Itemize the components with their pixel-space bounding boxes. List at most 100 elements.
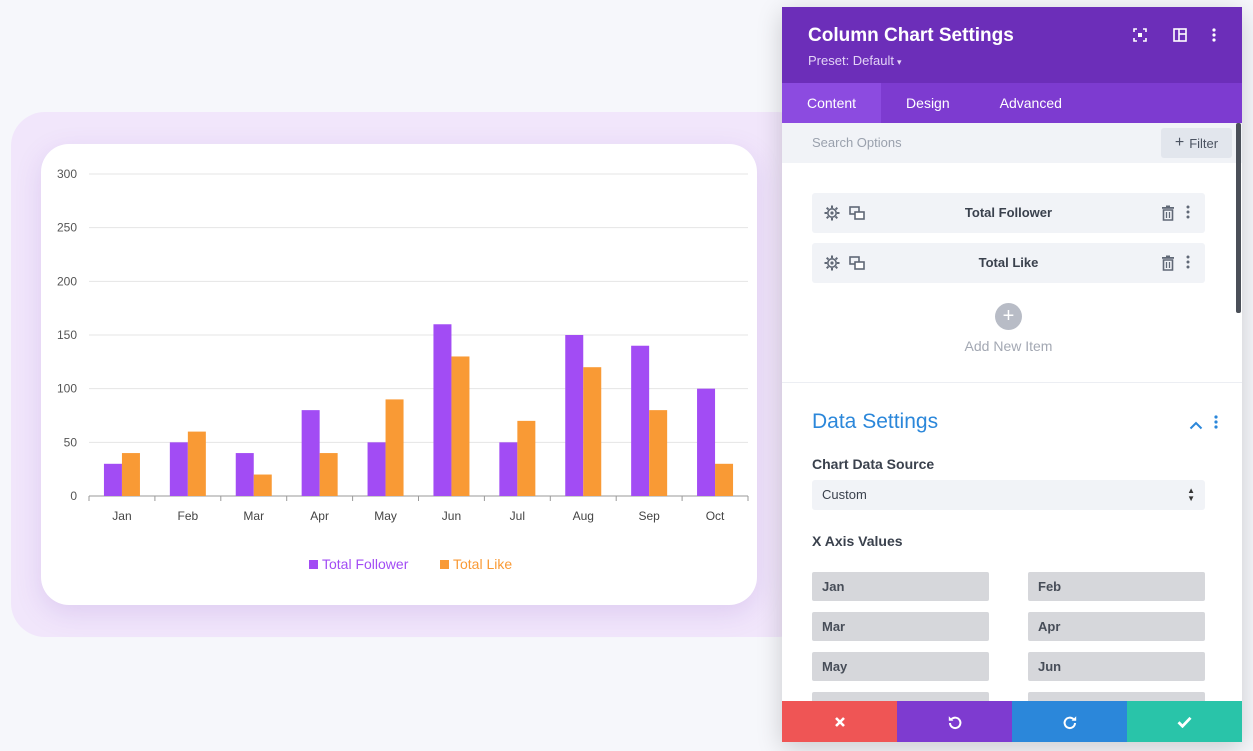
gear-icon[interactable] [824, 205, 840, 221]
x-value-field[interactable]: Apr [1028, 612, 1205, 641]
x-tick-label: Feb [178, 509, 199, 523]
tab-content[interactable]: Content [782, 83, 882, 123]
legend-swatch [309, 560, 318, 569]
bar-total-follower [235, 453, 254, 496]
item-label: Total Follower [964, 205, 1053, 220]
x-value-field[interactable]: Feb [1028, 572, 1205, 601]
plus-icon: + [1174, 134, 1185, 151]
gear-icon[interactable] [824, 255, 840, 271]
filter-label: Filter [1189, 135, 1219, 151]
x-value-field[interactable]: May [812, 652, 989, 681]
bar-total-follower [103, 463, 122, 496]
x-tick-label: Jun [442, 509, 461, 523]
panel-footer [782, 701, 1242, 742]
x-tick-label: Oct [706, 509, 725, 523]
bar-total-follower [565, 335, 584, 496]
list-item[interactable]: Total Follower [812, 193, 1205, 233]
chevron-up-icon[interactable] [1189, 417, 1203, 435]
bar-total-like [583, 367, 602, 496]
duplicate-icon[interactable] [849, 255, 865, 271]
bar-total-follower [433, 324, 452, 496]
add-item-button[interactable]: + [995, 303, 1022, 330]
bar-total-like [187, 431, 206, 496]
bar-total-like [121, 453, 140, 496]
close-icon [834, 716, 845, 727]
bar-total-follower [367, 442, 386, 496]
x-tick-label: Mar [243, 509, 264, 523]
chart-data-source-select[interactable]: Custom ▲ ▼ [812, 480, 1205, 510]
y-tick-label: 150 [57, 328, 77, 342]
y-tick-label: 0 [70, 489, 77, 503]
search-bar: + Filter [782, 123, 1242, 163]
tab-design[interactable]: Design [906, 95, 950, 111]
item-label: Total Like [978, 255, 1039, 270]
preset-selector[interactable]: Preset: Default ▾ [808, 53, 902, 68]
x-value-field[interactable]: Jan [812, 572, 989, 601]
x-tick-label: Jan [112, 509, 131, 523]
bar-total-like [649, 410, 668, 496]
y-tick-label: 300 [57, 167, 77, 181]
tab-advanced[interactable]: Advanced [999, 95, 1062, 111]
chart-data-source-label: Chart Data Source [812, 456, 935, 472]
y-tick-label: 50 [64, 435, 78, 449]
x-tick-label: Apr [310, 509, 329, 523]
x-tick-label: Aug [573, 509, 594, 523]
bar-total-like [319, 453, 338, 496]
bar-total-like [385, 399, 404, 496]
x-value-field[interactable]: Jun [1028, 652, 1205, 681]
select-value: Custom [822, 487, 867, 502]
redo-button[interactable] [1012, 701, 1127, 742]
trash-icon[interactable] [1161, 255, 1177, 271]
preset-label: Preset: Default [808, 53, 894, 68]
bar-total-follower [631, 345, 650, 496]
chart-card: 0 50 100 150 200 250 300 Jan Feb Mar Apr May Jun Jul A… [41, 144, 757, 605]
bar-total-like [451, 356, 470, 496]
y-tick-label: 250 [57, 221, 77, 235]
panel-header: Column Chart Settings Preset: Default ▾ [782, 7, 1242, 83]
search-input[interactable] [812, 135, 1112, 150]
filter-button[interactable]: + Filter [1161, 128, 1232, 158]
select-arrows-icon: ▲ ▼ [1187, 486, 1195, 503]
bar-total-like [715, 463, 734, 496]
caret-down-icon: ▾ [897, 57, 902, 67]
column-chart: 0 50 100 150 200 250 300 Jan Feb Mar Apr May Jun Jul A… [57, 167, 749, 572]
legend-label: Total Like [453, 556, 512, 572]
bar-total-follower [499, 442, 518, 496]
x-tick-label: Jul [510, 509, 525, 523]
bar-total-follower [301, 410, 320, 496]
more-vertical-icon[interactable] [1206, 27, 1222, 43]
cancel-button[interactable] [782, 701, 897, 742]
more-vertical-icon[interactable] [1186, 255, 1192, 271]
bar-total-follower [169, 442, 188, 496]
section-title[interactable]: Data Settings [812, 410, 939, 433]
y-tick-label: 100 [57, 382, 77, 396]
settings-panel: Column Chart Settings Preset: Default ▾ C… [782, 7, 1242, 742]
y-tick-label: 200 [57, 274, 77, 288]
x-tick-label: Sep [638, 509, 660, 523]
more-vertical-icon[interactable] [1186, 205, 1192, 221]
x-value-field[interactable]: Mar [812, 612, 989, 641]
legend-label: Total Follower [322, 556, 409, 572]
panel-tabs: Content Design Advanced [782, 83, 1242, 123]
split-view-icon[interactable] [1172, 27, 1188, 43]
redo-icon [1063, 715, 1076, 729]
x-axis-values-label: X Axis Values [812, 533, 903, 549]
bar-total-like [517, 420, 536, 496]
panel-title: Column Chart Settings [808, 25, 1014, 46]
save-button[interactable] [1127, 701, 1242, 742]
bar-total-follower [697, 388, 716, 496]
list-item[interactable]: Total Like [812, 243, 1205, 283]
bar-total-like [253, 474, 272, 496]
undo-button[interactable] [897, 701, 1012, 742]
trash-icon[interactable] [1161, 205, 1177, 221]
more-vertical-icon[interactable] [1214, 415, 1218, 434]
fullscreen-icon[interactable] [1132, 27, 1148, 43]
legend-swatch [440, 560, 449, 569]
x-tick-label: May [374, 509, 397, 523]
divider [782, 382, 1242, 383]
undo-icon [948, 715, 961, 729]
add-item-label[interactable]: Add New Item [964, 338, 1053, 354]
check-icon [1177, 716, 1192, 728]
scrollbar[interactable] [1236, 123, 1241, 313]
duplicate-icon[interactable] [849, 205, 865, 221]
